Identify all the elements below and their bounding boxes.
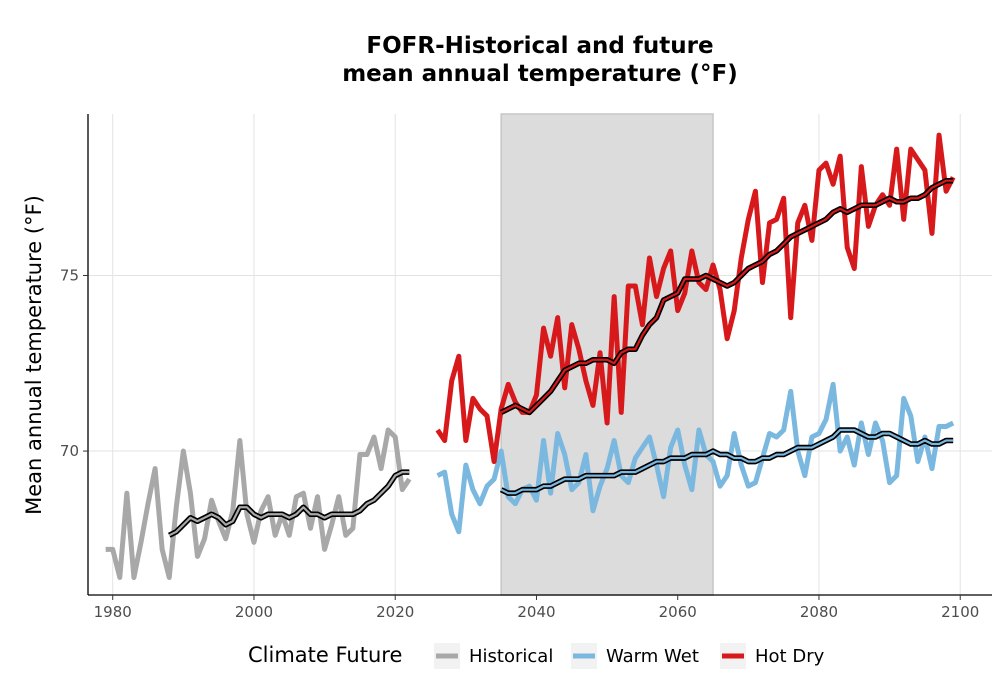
- legend: Climate Future Historical Warm Wet Hot Dry: [248, 643, 825, 669]
- x-tick-label-2100: 2100: [941, 603, 979, 621]
- shaded-period: [500, 113, 714, 596]
- legend-title: Climate Future: [248, 643, 402, 667]
- legend-label-warm-wet: Warm Wet: [606, 646, 699, 667]
- moving-average-line-hot-dry: [500, 179, 954, 414]
- legend-label-hot-dry: Hot Dry: [755, 646, 825, 667]
- axes: [87, 114, 992, 596]
- x-tick-label-2040: 2040: [517, 603, 555, 621]
- x-tick-label-2060: 2060: [659, 603, 697, 621]
- series-lines: [105, 132, 956, 580]
- shaded-period-rect: [500, 113, 714, 596]
- tick-labels: 1980 2000 2020 2040 2060 2080 2100 70 75: [60, 267, 979, 621]
- chart-title-line-2: mean annual temperature (°F): [342, 61, 738, 87]
- y-tick-label-70: 70: [60, 442, 79, 460]
- chart-title-line-1: FOFR-Historical and future: [366, 33, 713, 59]
- x-tick-label-1980: 1980: [94, 603, 132, 621]
- moving-average-line-warm-wet: [500, 428, 954, 495]
- y-axis-title: Mean annual temperature (°F): [22, 195, 46, 515]
- series-line-historical: [105, 427, 412, 580]
- y-tick-label-75: 75: [60, 267, 79, 285]
- x-tick-label-2000: 2000: [235, 603, 273, 621]
- x-tick-label-2080: 2080: [800, 603, 838, 621]
- legend-label-historical: Historical: [469, 646, 553, 667]
- moving-average-line-historical: [168, 471, 410, 537]
- x-tick-label-2020: 2020: [376, 603, 414, 621]
